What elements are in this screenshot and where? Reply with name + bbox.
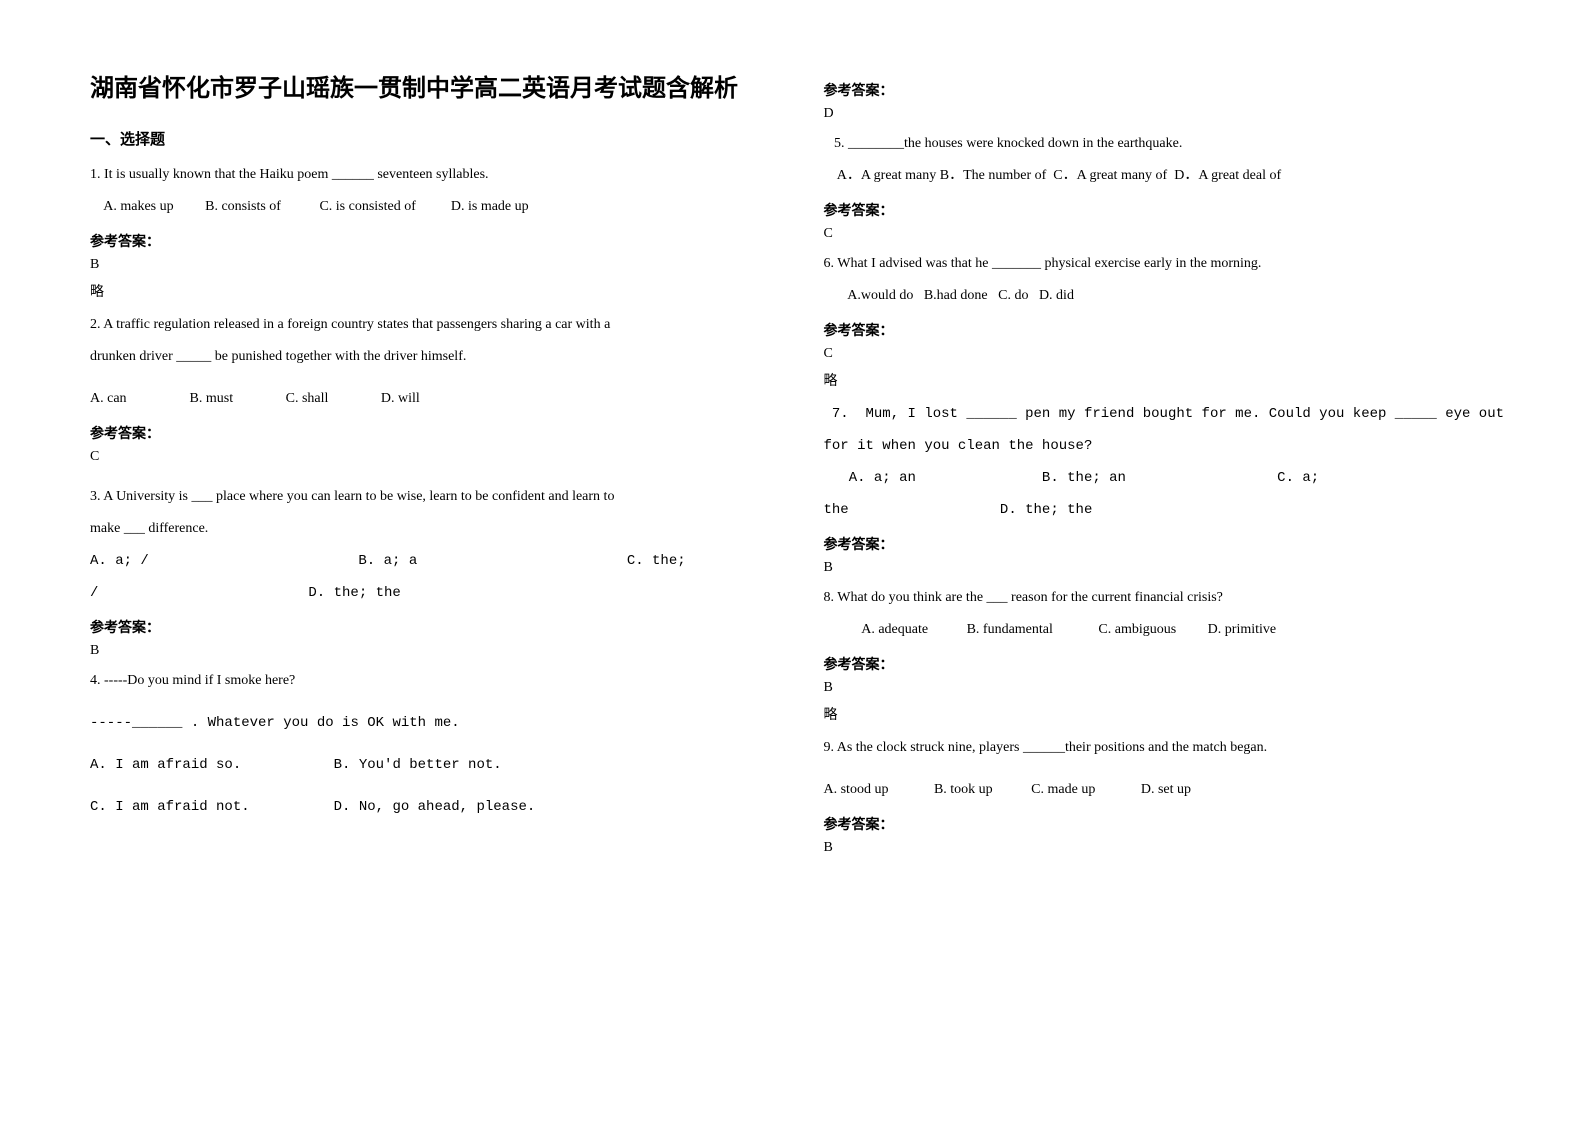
q2-answer-label: 参考答案： bbox=[90, 423, 744, 443]
q2-stem1: 2. A traffic regulation released in a fo… bbox=[90, 311, 744, 339]
left-column: 湖南省怀化市罗子山瑶族一贯制中学高二英语月考试题含解析 一、选择题 1. It … bbox=[0, 0, 794, 1122]
q7-options-line1: A. a; an B. the; an C. a; bbox=[824, 464, 1478, 492]
q2-answer: C bbox=[90, 449, 744, 465]
q1-answer: B bbox=[90, 257, 744, 273]
q3-answer: B bbox=[90, 643, 744, 659]
q3-options-line1: A. a; / B. a; a C. the; bbox=[90, 547, 744, 575]
q1-answer-label: 参考答案： bbox=[90, 231, 744, 251]
right-column: 参考答案： D 5. ________the houses were knock… bbox=[794, 0, 1587, 1122]
q4-options-c: C. I am afraid not. D. No, go ahead, ple… bbox=[90, 793, 744, 821]
q9-answer-label: 参考答案： bbox=[824, 814, 1478, 834]
q9-answer: B bbox=[824, 840, 1478, 856]
q5-answer-label: 参考答案： bbox=[824, 200, 1478, 220]
q6-options: A.would do B.had done C. do D. did bbox=[824, 282, 1478, 310]
q5-stem: 5. ________the houses were knocked down … bbox=[824, 130, 1478, 158]
q5-options: A．A great many B．The number of C．A great… bbox=[824, 162, 1478, 190]
q3-options-line2: / D. the; the bbox=[90, 579, 744, 607]
q7-stem1: 7. Mum, I lost ______ pen my friend boug… bbox=[824, 400, 1478, 428]
q7-stem2: for it when you clean the house? bbox=[824, 432, 1478, 460]
q3-stem2: make ___ difference. bbox=[90, 515, 744, 543]
q4-answer-label: 参考答案： bbox=[824, 80, 1478, 100]
q9-options: A. stood up B. took up C. made up D. set… bbox=[824, 776, 1478, 804]
q9-stem: 9. As the clock struck nine, players ___… bbox=[824, 734, 1478, 762]
q1-options: A. makes up B. consists of C. is consist… bbox=[90, 193, 744, 221]
q3-opt-c: C. the; bbox=[627, 547, 686, 575]
q6-answer-label: 参考答案： bbox=[824, 320, 1478, 340]
q3-stem1: 3. A University is ___ place where you c… bbox=[90, 483, 744, 511]
q4-stem: 4. -----Do you mind if I smoke here? bbox=[90, 667, 744, 695]
q1-note: 略 bbox=[90, 281, 744, 301]
q2-stem2: drunken driver _____ be punished togethe… bbox=[90, 343, 744, 371]
q6-answer: C bbox=[824, 346, 1478, 362]
q8-answer: B bbox=[824, 680, 1478, 696]
q1-stem: 1. It is usually known that the Haiku po… bbox=[90, 161, 744, 189]
q3-answer-label: 参考答案： bbox=[90, 617, 744, 637]
q8-answer-label: 参考答案： bbox=[824, 654, 1478, 674]
q4-line2: -----______ . Whatever you do is OK with… bbox=[90, 709, 744, 737]
q3-opt-d: D. the; the bbox=[308, 579, 400, 607]
q2-options: A. can B. must C. shall D. will bbox=[90, 385, 744, 413]
q3-opt-slash: / bbox=[90, 579, 300, 607]
q3-opt-b: B. a; a bbox=[358, 547, 618, 575]
q7-answer-label: 参考答案： bbox=[824, 534, 1478, 554]
q8-options: A. adequate B. fundamental C. ambiguous … bbox=[824, 616, 1478, 644]
q6-stem: 6. What I advised was that he _______ ph… bbox=[824, 250, 1478, 278]
q8-stem: 8. What do you think are the ___ reason … bbox=[824, 584, 1478, 612]
q4-answer: D bbox=[824, 106, 1478, 122]
q6-note: 略 bbox=[824, 370, 1478, 390]
q7-answer: B bbox=[824, 560, 1478, 576]
q7-options-line2: the D. the; the bbox=[824, 496, 1478, 524]
q8-note: 略 bbox=[824, 704, 1478, 724]
q5-answer: C bbox=[824, 226, 1478, 242]
section-header: 一、选择题 bbox=[90, 128, 744, 149]
q3-opt-a: A. a; / bbox=[90, 547, 350, 575]
document-title: 湖南省怀化市罗子山瑶族一贯制中学高二英语月考试题含解析 bbox=[90, 70, 744, 108]
q4-options-a: A. I am afraid so. B. You'd better not. bbox=[90, 751, 744, 779]
